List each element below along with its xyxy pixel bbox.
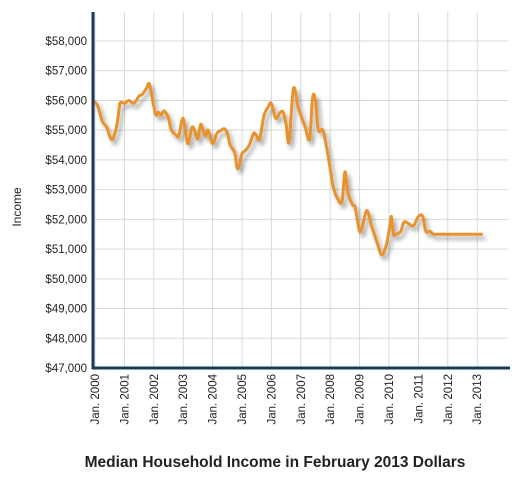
series-line: [93, 81, 484, 257]
y-tick-label: $50,000: [45, 274, 87, 286]
x-tick-label: Jan. 2003: [178, 374, 190, 425]
y-tick-label: $58,000: [45, 36, 87, 48]
y-axis-title: Income: [10, 187, 24, 227]
x-tick-label: Jan. 2010: [384, 374, 396, 425]
y-tick-label: $48,000: [45, 333, 87, 345]
chart-title: Median Household Income in February 2013…: [85, 454, 466, 471]
y-axis-ticks: $47,000 $48,000 $49,000 $50,000 $51,000 $52,0…: [45, 36, 87, 375]
x-tick-label: Jan. 2006: [266, 374, 278, 425]
axes: [91, 12, 510, 370]
x-axis-ticks: Jan. 2000 Jan. 2001 Jan. 2002 Jan. 2003 Jan.…: [90, 373, 484, 424]
x-tick-label: Jan. 2012: [443, 374, 455, 425]
x-tick-label: Jan. 2000: [90, 374, 102, 425]
x-tick-label: Jan. 2001: [119, 374, 131, 425]
y-tick-label: $47,000: [45, 363, 87, 375]
x-tick-label: Jan. 2004: [208, 373, 220, 424]
x-tick-label: Jan. 2007: [296, 374, 308, 425]
gridlines: [93, 12, 508, 369]
y-tick-label: $54,000: [45, 155, 87, 167]
series-layer: [93, 81, 484, 257]
y-tick-label: $49,000: [45, 304, 87, 316]
y-tick-label: $56,000: [45, 95, 87, 107]
y-tick-label: $52,000: [45, 214, 87, 226]
y-tick-label: $51,000: [45, 244, 87, 256]
y-tick-label: $55,000: [45, 125, 87, 137]
x-tick-label: Jan. 2005: [237, 374, 249, 425]
x-tick-label: Jan. 2008: [325, 374, 337, 425]
x-tick-label: Jan. 2011: [413, 374, 425, 424]
x-tick-label: Jan. 2013: [472, 374, 484, 425]
y-tick-label: $57,000: [45, 66, 87, 78]
y-tick-label: $53,000: [45, 185, 87, 197]
x-tick-label: Jan. 2009: [355, 374, 367, 425]
x-tick-label: Jan. 2002: [149, 374, 161, 425]
